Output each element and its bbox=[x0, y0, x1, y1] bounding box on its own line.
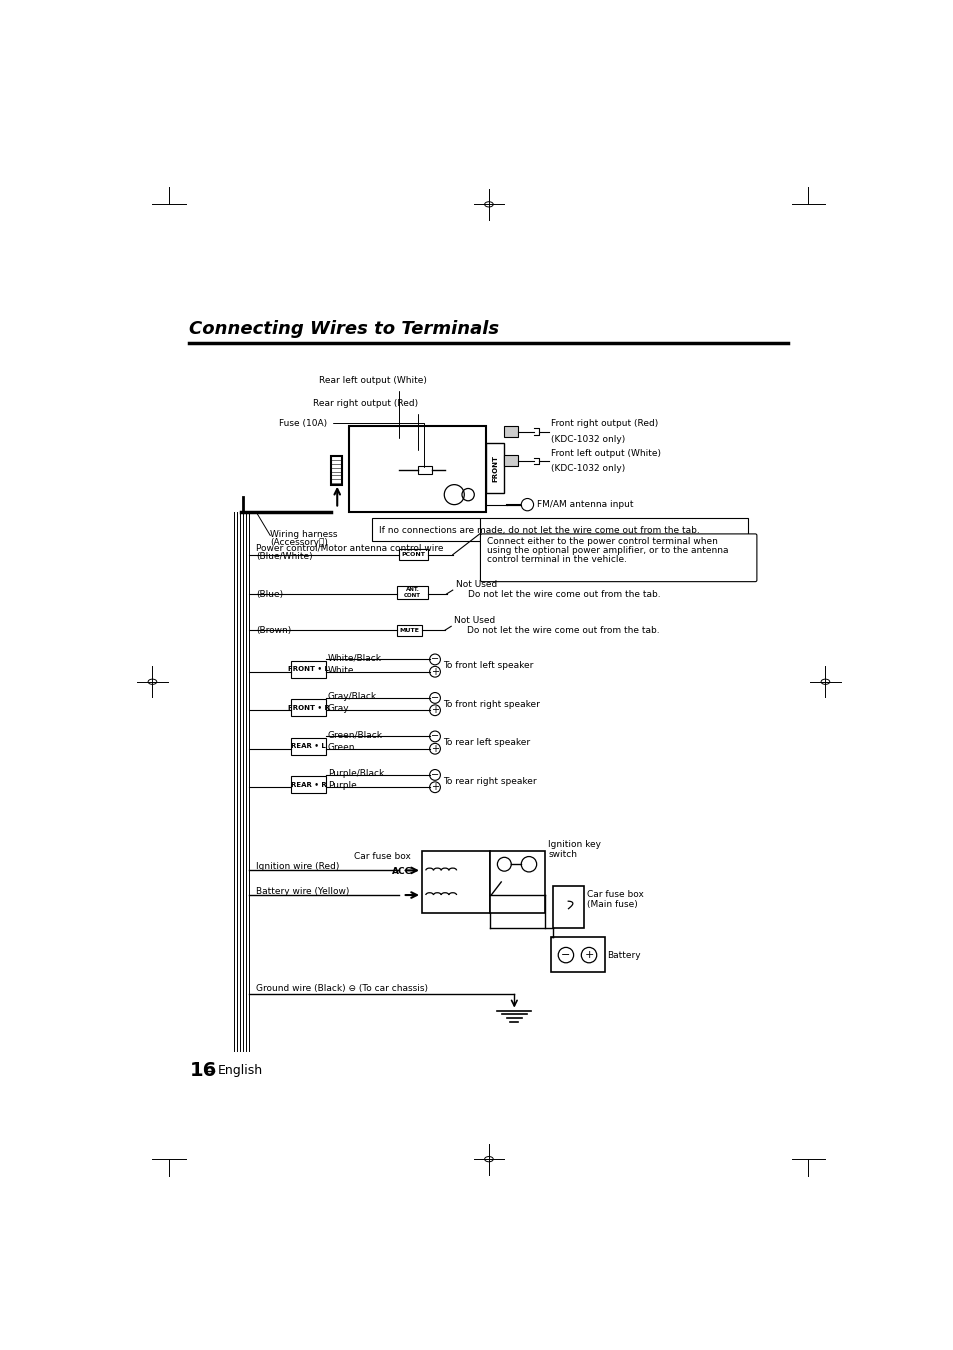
FancyBboxPatch shape bbox=[480, 533, 756, 582]
Text: To rear right speaker: To rear right speaker bbox=[443, 776, 537, 786]
Text: Ignition wire (Red): Ignition wire (Red) bbox=[256, 861, 339, 871]
Text: (Blue): (Blue) bbox=[256, 590, 283, 599]
Text: (Accessoryⓘ): (Accessoryⓘ) bbox=[270, 539, 328, 548]
Text: ACC: ACC bbox=[392, 867, 413, 876]
Text: (Blue/White): (Blue/White) bbox=[256, 552, 313, 560]
Text: If no connections are made, do not let the wire come out from the tab.: If no connections are made, do not let t… bbox=[378, 525, 699, 535]
Bar bbox=[291, 776, 326, 794]
Text: Purple/Black: Purple/Black bbox=[328, 769, 384, 778]
Text: control terminal in the vehicle.: control terminal in the vehicle. bbox=[487, 555, 627, 564]
Text: Rear left output (White): Rear left output (White) bbox=[318, 377, 426, 437]
Text: Power control/Motor antenna control wire: Power control/Motor antenna control wire bbox=[256, 543, 443, 552]
Text: FRONT • L: FRONT • L bbox=[288, 667, 329, 672]
Text: Ground wire (Black) ⊖ (To car chassis): Ground wire (Black) ⊖ (To car chassis) bbox=[256, 984, 428, 994]
Bar bbox=[396, 586, 428, 599]
Text: +: + bbox=[431, 667, 438, 676]
Text: Do not let the wire come out from the tab.: Do not let the wire come out from the ta… bbox=[466, 626, 659, 636]
Bar bbox=[291, 699, 326, 717]
Bar bbox=[398, 549, 428, 560]
Text: FRONT • R: FRONT • R bbox=[288, 705, 330, 711]
Bar bbox=[372, 518, 747, 541]
Text: FRONT: FRONT bbox=[492, 455, 497, 482]
Text: MUTE: MUTE bbox=[399, 628, 419, 633]
Text: Connecting Wires to Terminals: Connecting Wires to Terminals bbox=[190, 320, 499, 338]
Text: Rear right output (Red): Rear right output (Red) bbox=[313, 400, 417, 451]
Bar bbox=[552, 886, 583, 929]
Text: FM/AM antenna input: FM/AM antenna input bbox=[537, 500, 634, 509]
Text: using the optional power amplifier, or to the antenna: using the optional power amplifier, or t… bbox=[487, 547, 728, 555]
Text: Not Used: Not Used bbox=[454, 616, 495, 625]
Text: Car fuse box: Car fuse box bbox=[587, 891, 643, 899]
Text: Wiring harness: Wiring harness bbox=[270, 531, 337, 539]
Text: +: + bbox=[431, 782, 438, 792]
Text: Fuse (10A): Fuse (10A) bbox=[279, 418, 424, 467]
Bar bbox=[485, 443, 504, 493]
Text: White/Black: White/Black bbox=[328, 653, 381, 663]
Bar bbox=[396, 625, 421, 636]
Text: Front left output (White): Front left output (White) bbox=[551, 448, 660, 458]
Bar bbox=[504, 427, 517, 437]
Text: Car fuse box: Car fuse box bbox=[354, 852, 410, 861]
Text: (Main fuse): (Main fuse) bbox=[587, 899, 638, 909]
Text: Green/Black: Green/Black bbox=[328, 730, 382, 740]
Text: −: − bbox=[431, 693, 438, 703]
Bar bbox=[551, 937, 604, 972]
Text: REAR • R: REAR • R bbox=[291, 782, 326, 788]
Text: (KDC-1032 only): (KDC-1032 only) bbox=[551, 435, 625, 444]
Text: −: − bbox=[431, 732, 438, 741]
Text: ANT.
CONT: ANT. CONT bbox=[404, 587, 421, 598]
Bar bbox=[331, 456, 341, 486]
Text: +: + bbox=[431, 705, 438, 716]
Bar bbox=[291, 738, 326, 755]
Text: Gray: Gray bbox=[328, 705, 349, 713]
Text: Battery: Battery bbox=[606, 950, 639, 960]
Text: +: + bbox=[584, 950, 593, 960]
Text: REAR • L: REAR • L bbox=[291, 744, 326, 749]
Text: Connect either to the power control terminal when: Connect either to the power control term… bbox=[487, 537, 718, 545]
Text: To rear left speaker: To rear left speaker bbox=[443, 738, 530, 747]
Text: Ignition key: Ignition key bbox=[548, 840, 600, 849]
Bar bbox=[504, 455, 517, 466]
Bar bbox=[291, 662, 326, 678]
Text: (Brown): (Brown) bbox=[256, 626, 292, 636]
Text: switch: switch bbox=[548, 849, 577, 859]
Text: White: White bbox=[328, 666, 355, 675]
Text: +: + bbox=[431, 744, 438, 753]
Bar bbox=[417, 466, 432, 474]
Text: English: English bbox=[217, 1064, 263, 1077]
Text: To front left speaker: To front left speaker bbox=[443, 662, 534, 670]
Bar bbox=[489, 850, 544, 913]
Text: −: − bbox=[560, 950, 570, 960]
Text: Gray/Black: Gray/Black bbox=[328, 693, 376, 701]
Text: 16: 16 bbox=[190, 1061, 216, 1080]
Text: −: − bbox=[431, 655, 438, 664]
Bar bbox=[349, 427, 485, 513]
Text: Not Used: Not Used bbox=[456, 579, 497, 589]
Text: Front right output (Red): Front right output (Red) bbox=[551, 420, 658, 428]
Text: Purple: Purple bbox=[328, 782, 356, 790]
Bar bbox=[421, 850, 489, 913]
Text: PCONT: PCONT bbox=[401, 552, 425, 558]
Text: Green: Green bbox=[328, 743, 355, 752]
Text: Battery wire (Yellow): Battery wire (Yellow) bbox=[256, 887, 350, 895]
Text: To front right speaker: To front right speaker bbox=[443, 699, 539, 709]
Text: −: − bbox=[431, 769, 438, 780]
Text: (KDC-1032 only): (KDC-1032 only) bbox=[551, 464, 625, 472]
Text: Do not let the wire come out from the tab.: Do not let the wire come out from the ta… bbox=[468, 590, 660, 599]
